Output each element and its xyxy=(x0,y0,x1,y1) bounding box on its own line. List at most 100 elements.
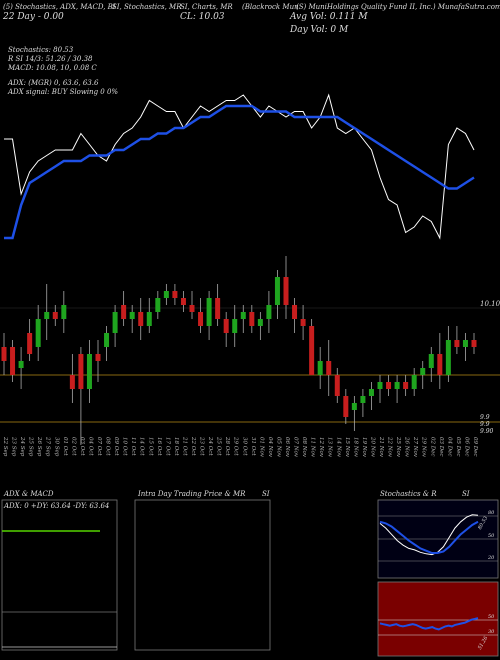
date-label: 26 Nov xyxy=(404,436,410,458)
avg-volume: Avg Vol: 0.111 M xyxy=(290,12,368,22)
header-col5: (S) MuniHoldings Quality Fund II, Inc.) … xyxy=(296,3,500,11)
date-label: 14 Nov xyxy=(335,437,341,458)
date-label: 24 Oct xyxy=(207,436,213,456)
date-label: 15 Oct xyxy=(147,437,153,456)
macd-readout: MACD: 10.08, 10, 0.08 C xyxy=(8,64,97,72)
candle-body xyxy=(292,305,298,319)
candle-body xyxy=(420,368,426,375)
candle-body xyxy=(27,333,33,354)
date-label: 10 Oct xyxy=(122,437,128,456)
date-label: 22 Oct xyxy=(190,436,196,456)
adx-signal-readout: ADX signal: BUY Slowing 0 0% xyxy=(8,88,119,96)
candle-body xyxy=(95,354,101,361)
candle-body xyxy=(309,326,315,375)
candle-body xyxy=(121,305,127,319)
candle-body xyxy=(146,312,152,326)
date-label: 06 Dec xyxy=(463,437,469,457)
price-level-1: 9.9 xyxy=(480,414,490,421)
candle-body xyxy=(112,312,118,333)
date-label: 03 Dec xyxy=(438,437,444,457)
date-label: 06 Nov xyxy=(284,437,290,458)
adx-panel-readout: ADX: 0 +DY: 63.64 -DY: 63.64 xyxy=(4,502,110,510)
date-label: 25 Sep xyxy=(28,436,34,457)
date-label: 18 Oct xyxy=(173,437,179,456)
stoch-k-line xyxy=(379,514,479,556)
header-col4: (Blackrock Mun xyxy=(242,3,299,11)
date-label: 16 Oct xyxy=(156,437,162,456)
header-day: 22 Day - 0.00 xyxy=(3,12,64,22)
stoch-d-line xyxy=(379,520,479,554)
candle-body xyxy=(163,291,169,298)
intraday-panel-title: Intra Day Trading Price & MR xyxy=(138,490,246,498)
candle-body xyxy=(437,354,443,375)
candle-body xyxy=(223,319,229,333)
candle-body xyxy=(52,312,58,319)
candle-body xyxy=(377,382,383,389)
date-label: 14 Oct xyxy=(139,437,145,456)
candle-body xyxy=(61,305,67,319)
rsi-readout: R SI 14/3: 51.26 / 30.38 xyxy=(8,55,93,63)
date-label: 11 Nov xyxy=(310,437,316,458)
day-volume: Day Vol: 0 M xyxy=(290,25,349,35)
candle-body xyxy=(394,382,400,389)
candle-body xyxy=(180,298,186,305)
price-line xyxy=(4,93,475,240)
date-label: 25 Nov xyxy=(395,436,401,458)
date-label: 13 Nov xyxy=(327,437,333,458)
date-label: 23 Oct xyxy=(199,436,205,456)
header-col1: (5) Stochastics, ADX, MACD, BI xyxy=(3,3,116,11)
candle-body xyxy=(198,312,204,326)
candle-body xyxy=(138,312,144,326)
header-col2: SI, Stochastics, MR xyxy=(112,3,182,11)
date-label: 19 Nov xyxy=(361,437,367,458)
date-label: 08 Oct xyxy=(105,437,111,456)
candle-body xyxy=(129,312,135,319)
date-label: 24 Sep xyxy=(19,436,25,457)
candle-body xyxy=(257,319,263,326)
candle-body xyxy=(10,347,16,375)
candle-body xyxy=(300,319,306,326)
date-label: 30 Sep xyxy=(53,437,59,457)
date-label: 30 Oct xyxy=(241,437,247,456)
date-label: 23 Sep xyxy=(11,436,17,457)
candle-body xyxy=(172,291,178,298)
rsi-line xyxy=(379,617,479,631)
stoch-20-label: 20 xyxy=(488,555,495,561)
date-label: 22 Nov xyxy=(387,436,393,458)
date-label: 29 Nov xyxy=(421,436,427,458)
date-label: 07 Nov xyxy=(293,437,299,458)
date-label: 09 Dec xyxy=(472,437,478,457)
stoch-panel-title: Stochastics & R xyxy=(380,490,437,498)
candle-body xyxy=(334,375,340,396)
candle-body xyxy=(104,333,110,347)
candle-body xyxy=(368,389,374,396)
date-label: 05 Dec xyxy=(455,437,461,457)
candle-body xyxy=(471,340,477,347)
candle-body xyxy=(232,319,238,333)
adx-panel-title: ADX & MACD xyxy=(4,490,54,498)
candle-body xyxy=(326,361,332,375)
candle-body xyxy=(215,298,221,319)
price-level-2: 9.9 xyxy=(480,421,490,428)
candle-body xyxy=(206,298,212,326)
close-price: CL: 10.03 xyxy=(180,12,225,22)
date-label: 07 Oct xyxy=(96,437,102,456)
intraday-panel-si: SI xyxy=(262,490,270,498)
price-level-3: 9.90 xyxy=(480,428,494,435)
date-label: 26 Sep xyxy=(36,436,42,457)
candle-body xyxy=(351,403,357,410)
rsi-30-label: 30 xyxy=(488,629,495,635)
date-label: 22 Sep xyxy=(2,436,8,457)
candle-body xyxy=(249,312,255,326)
candle-body xyxy=(266,305,272,319)
candle-body xyxy=(317,361,323,375)
date-label: 20 Nov xyxy=(369,436,375,458)
candle-body xyxy=(445,340,451,375)
date-label: 12 Nov xyxy=(318,437,324,458)
stoch-panel-si: SI xyxy=(462,490,470,498)
intraday-panel-frame xyxy=(134,499,271,651)
candle-body xyxy=(403,382,409,389)
price-axis-top: 10.10 xyxy=(480,300,500,308)
date-label: 15 Nov xyxy=(344,437,350,458)
